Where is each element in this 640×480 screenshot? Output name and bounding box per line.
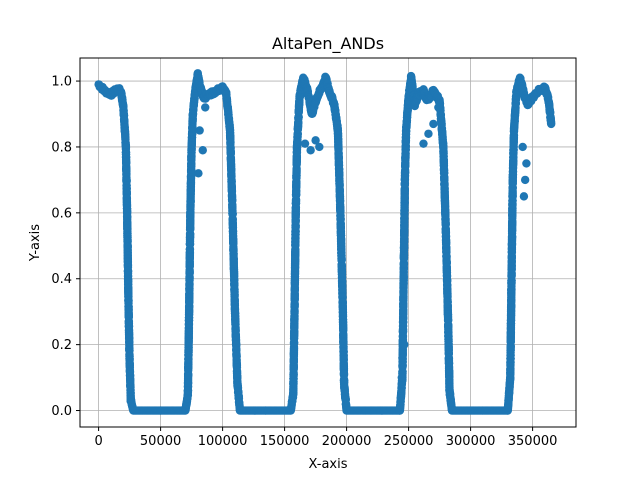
data-point: [306, 146, 315, 155]
data-point: [520, 175, 530, 185]
data-point: [522, 159, 531, 168]
x-tick-label: 100000: [198, 434, 248, 449]
data-point: [429, 119, 438, 129]
data-point: [201, 103, 210, 112]
data-point: [518, 142, 527, 152]
data-point: [519, 192, 529, 201]
ticks-layer: 0 50000 100000 150000 200000 250000 300000 3500…: [51, 75, 557, 449]
data-point: [311, 136, 320, 145]
x-tick-label: 250000: [384, 434, 434, 449]
x-tick-label: 300000: [446, 434, 496, 449]
x-tick-label: 200000: [322, 434, 372, 449]
y-axis-label: Y-axis: [28, 224, 43, 262]
data-point: [424, 129, 433, 138]
data-point: [198, 146, 207, 155]
data-point: [547, 119, 556, 129]
points-layer: [94, 69, 556, 415]
data-point: [397, 373, 406, 382]
x-tick-label: 0: [94, 434, 102, 449]
data-point: [398, 353, 407, 363]
x-tick-label: 50000: [140, 434, 181, 449]
plot-frame: [79, 57, 577, 428]
y-tick-label: 0.6: [51, 206, 72, 221]
y-tick-label: 0.8: [51, 140, 72, 155]
chart-title: AltaPen_ANDs: [272, 34, 384, 54]
data-point: [315, 142, 324, 152]
y-tick-label: 0.4: [51, 272, 72, 287]
x-axis-label: X-axis: [309, 457, 348, 472]
data-point: [300, 139, 310, 148]
x-tick-label: 350000: [508, 434, 558, 449]
y-tick-label: 0.0: [51, 404, 72, 419]
x-tick-label: 150000: [260, 434, 310, 449]
y-tick-label: 1.0: [51, 75, 72, 90]
data-point: [194, 169, 203, 178]
data-point: [434, 103, 443, 112]
data-point: [419, 139, 428, 148]
data-point: [400, 340, 409, 349]
y-tick-label: 0.2: [51, 338, 72, 353]
data-point: [195, 126, 204, 135]
